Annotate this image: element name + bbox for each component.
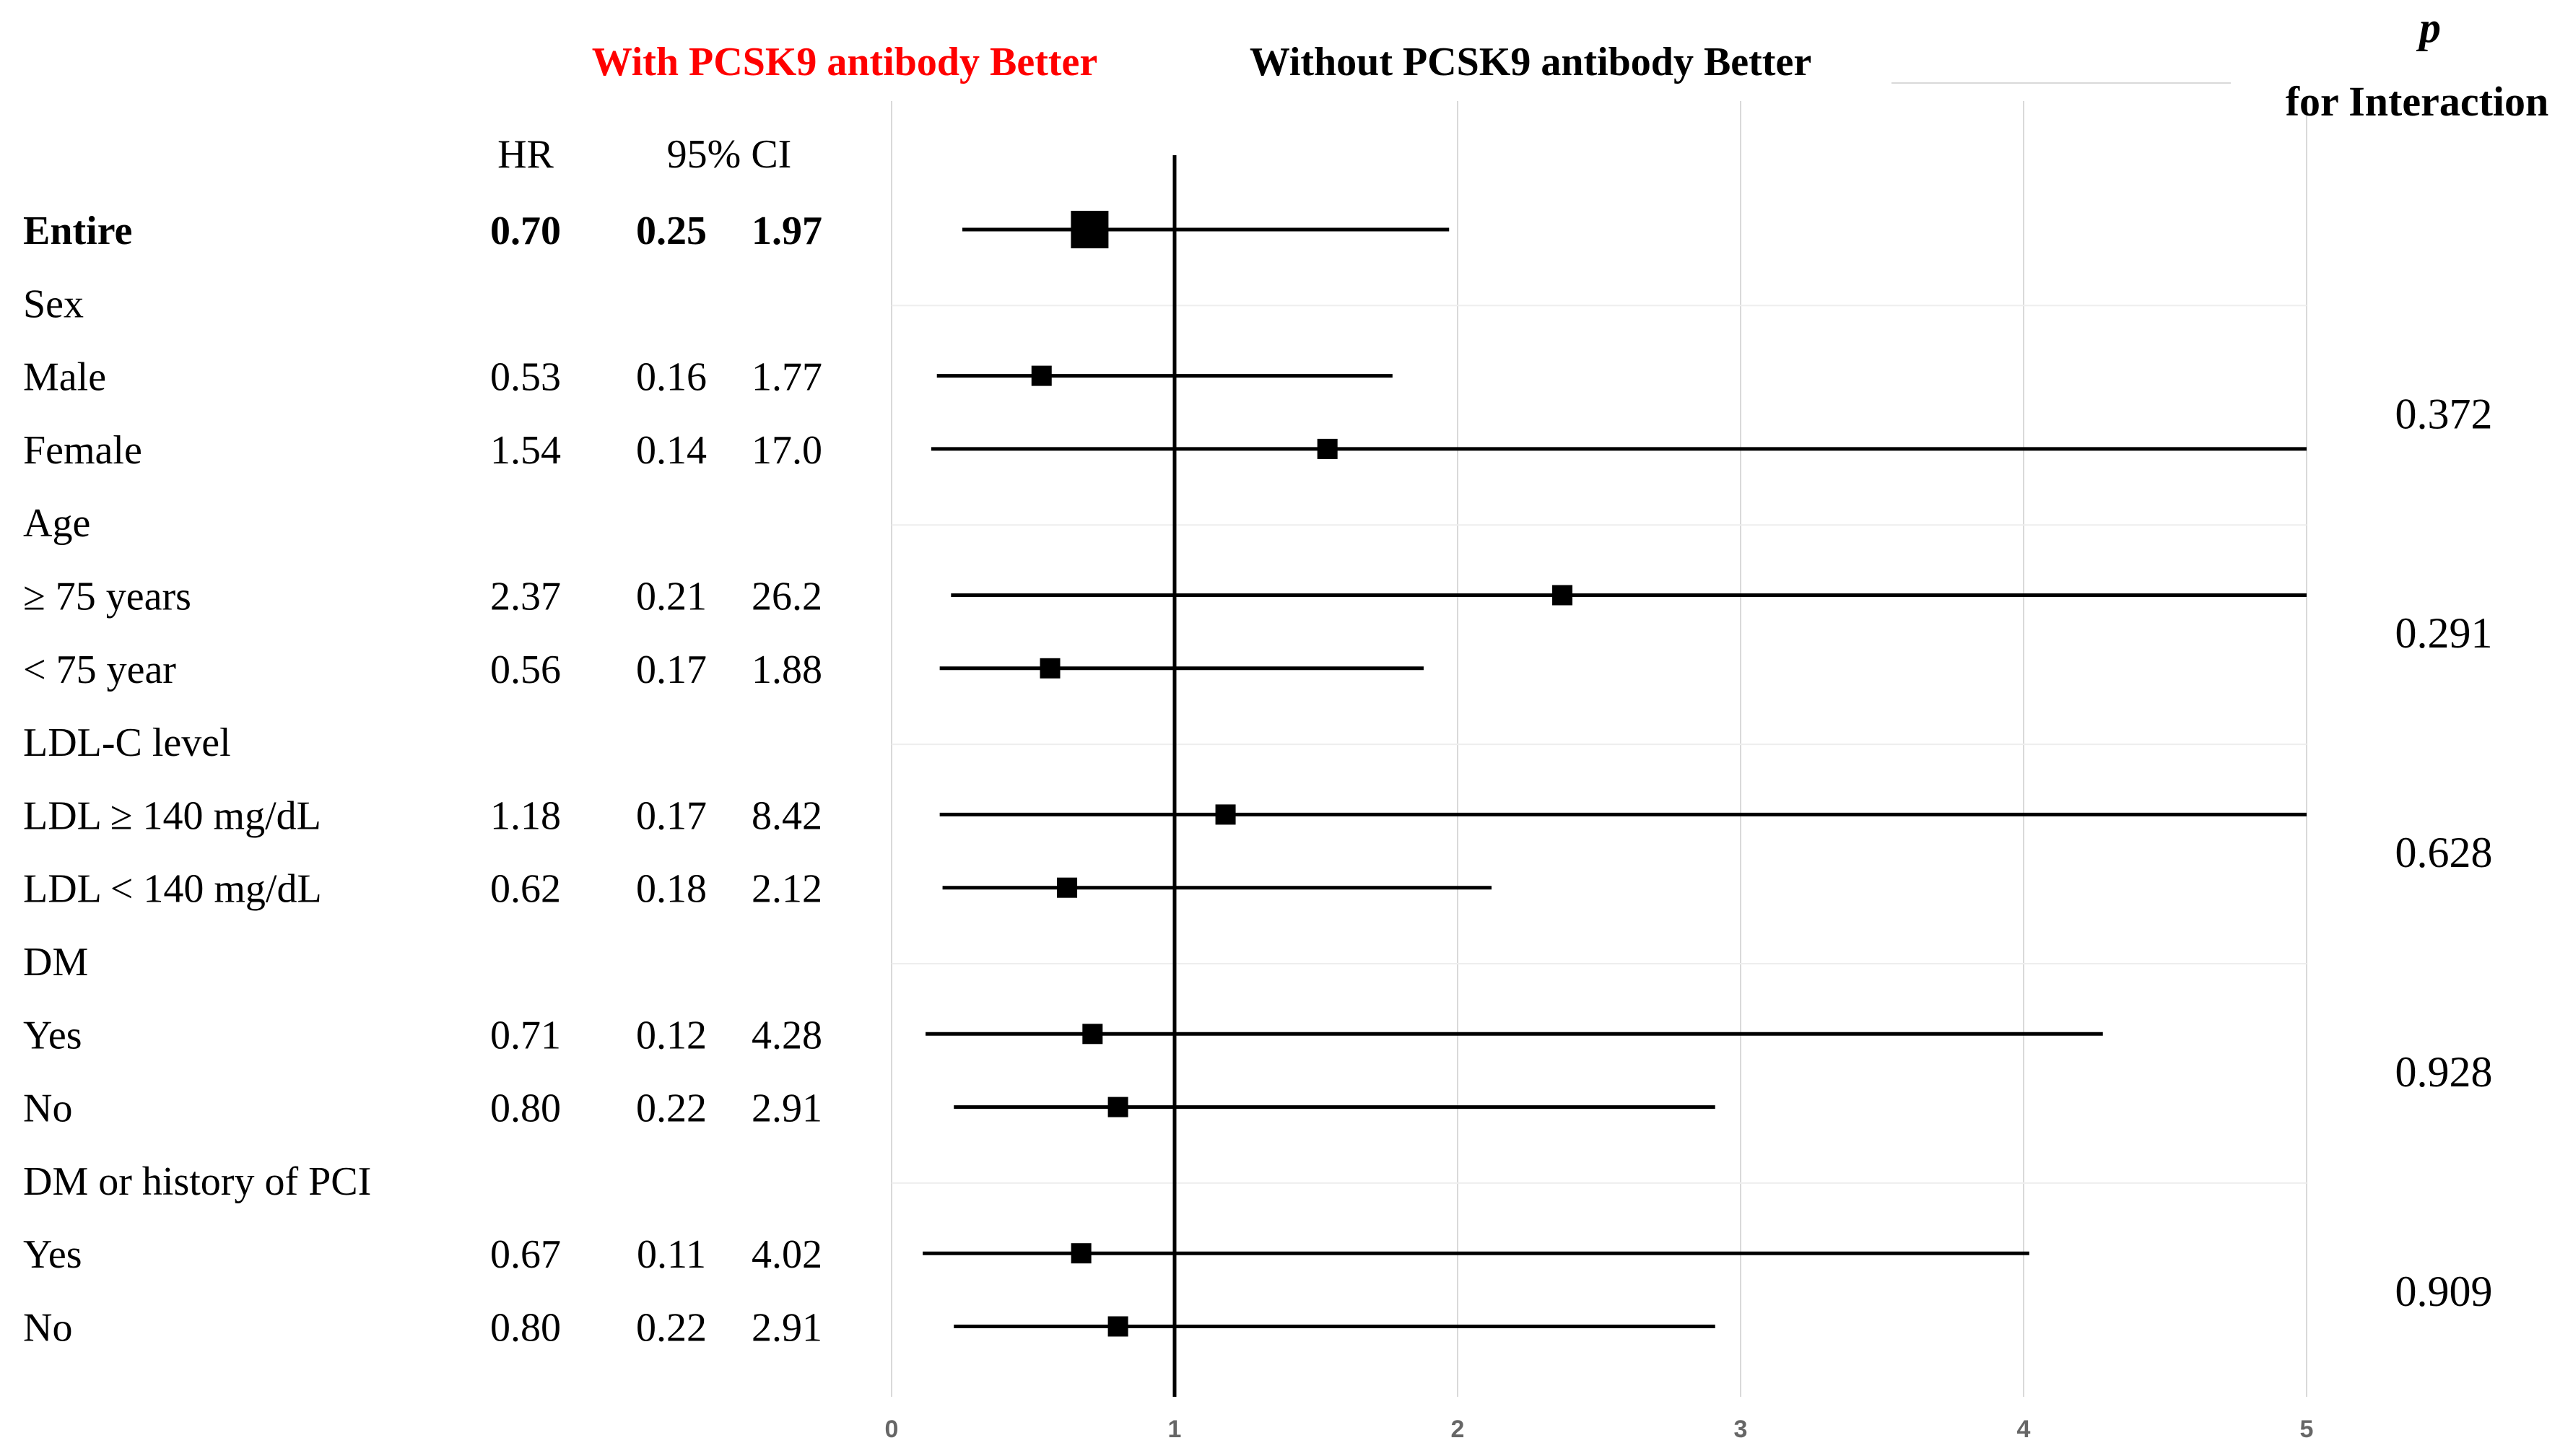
hr-marker	[1071, 211, 1109, 248]
row-label: No	[23, 1086, 72, 1131]
ci-lower: 0.16	[636, 355, 707, 400]
hr-marker	[1031, 365, 1052, 386]
p-interaction-value: 0.928	[2395, 1048, 2493, 1096]
row-label: DM or history of PCI	[23, 1159, 371, 1204]
header-left: With PCSK9 antibody Better	[592, 40, 1098, 84]
hr-value: 0.80	[490, 1086, 561, 1131]
hr-marker	[1082, 1024, 1103, 1045]
x-tick-label: 3	[1734, 1416, 1748, 1443]
ci-upper: 2.91	[752, 1086, 822, 1131]
hr-value: 0.70	[490, 209, 561, 253]
row-label: Yes	[23, 1013, 82, 1058]
row-label: LDL-C level	[23, 720, 231, 765]
ci-lower: 0.11	[637, 1232, 706, 1277]
ci-lower: 0.12	[636, 1013, 707, 1058]
ci-lower: 0.21	[636, 575, 707, 619]
hr-marker	[1057, 877, 1078, 898]
hr-value: 0.56	[490, 648, 561, 692]
row-label: Female	[23, 428, 142, 473]
row-label: Sex	[23, 282, 84, 326]
ci-upper: 1.97	[752, 209, 822, 253]
confidence-intervals	[923, 227, 2307, 1328]
ci-upper: 4.28	[752, 1013, 822, 1058]
hr-value: 0.62	[490, 867, 561, 912]
ci-lower: 0.22	[636, 1086, 707, 1131]
ci-upper: 2.91	[752, 1306, 822, 1351]
hr-marker	[1317, 438, 1338, 459]
row-label: No	[23, 1306, 72, 1351]
p-header-symbol: p	[2416, 4, 2441, 51]
hr-value: 1.54	[490, 428, 561, 473]
hr-value: 0.53	[490, 355, 561, 400]
ci-lower: 0.18	[636, 867, 707, 912]
row-label: LDL ≥ 140 mg/dL	[23, 793, 321, 838]
hr-value: 0.71	[490, 1013, 561, 1058]
ci-upper: 17.0	[752, 428, 822, 473]
p-interaction-value: 0.909	[2395, 1268, 2493, 1315]
hr-marker	[1071, 1243, 1092, 1264]
x-tick-label: 0	[885, 1416, 899, 1443]
x-tick-label: 4	[2017, 1416, 2031, 1443]
row-label: Age	[23, 501, 90, 546]
headers: With PCSK9 antibody Better Without PCSK9…	[497, 4, 2548, 177]
p-interaction-value: 0.628	[2395, 829, 2493, 876]
ci-upper: 1.77	[752, 355, 822, 400]
ci-lower: 0.25	[636, 209, 707, 253]
x-tick-label: 1	[1168, 1416, 1182, 1443]
ci-lower: 0.22	[636, 1306, 707, 1351]
row-label: Yes	[23, 1232, 82, 1277]
hr-value: 2.37	[490, 575, 561, 619]
hr-marker	[1215, 804, 1236, 825]
ci-lower: 0.14	[636, 428, 707, 473]
hr-marker	[1107, 1316, 1128, 1337]
ci-lower: 0.17	[636, 793, 707, 838]
ci-upper: 26.2	[752, 575, 822, 619]
row-label: < 75 year	[23, 648, 176, 692]
ci-upper: 8.42	[752, 793, 822, 838]
header-right: Without PCSK9 antibody Better	[1250, 40, 1811, 84]
table-text: 0 1 2 3 4 5 Entire 0.70 0.25 1.97 Sex Male 0.53 0.16 1…	[23, 209, 2493, 1443]
row-label: ≥ 75 years	[23, 575, 191, 619]
hr-value: 0.80	[490, 1306, 561, 1351]
hr-marker	[1552, 585, 1573, 606]
ci-upper: 1.88	[752, 648, 822, 692]
x-tick-label: 2	[1451, 1416, 1465, 1443]
col-header-ci: 95% CI	[667, 132, 792, 177]
hr-marker	[1040, 658, 1061, 679]
p-header-text: for Interaction	[2286, 78, 2549, 125]
p-interaction-value: 0.291	[2395, 609, 2493, 657]
row-label: LDL < 140 mg/dL	[23, 867, 322, 912]
ci-upper: 4.02	[752, 1232, 822, 1277]
x-tick-label: 5	[2300, 1416, 2314, 1443]
hr-value: 1.18	[490, 793, 561, 838]
ci-upper: 2.12	[752, 867, 822, 912]
row-label: DM	[23, 940, 88, 985]
gridlines	[891, 82, 2307, 1397]
hr-markers	[1031, 211, 1573, 1337]
hr-value: 0.67	[490, 1232, 561, 1277]
row-label: Entire	[23, 209, 132, 253]
row-label: Male	[23, 355, 106, 400]
hr-marker	[1107, 1097, 1128, 1117]
p-interaction-value: 0.372	[2395, 390, 2493, 437]
col-header-hr: HR	[497, 132, 554, 177]
ci-lower: 0.17	[636, 648, 707, 692]
